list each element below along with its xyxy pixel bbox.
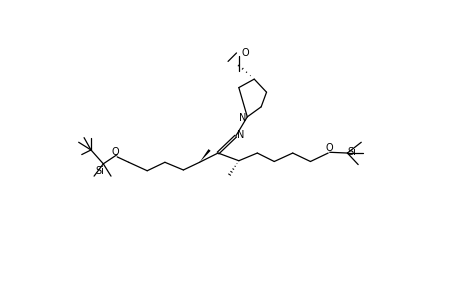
Text: O: O [325,143,332,153]
Text: Si: Si [347,147,356,157]
Text: N: N [237,130,244,140]
Text: O: O [112,147,119,157]
Text: O: O [241,48,248,58]
Polygon shape [199,149,210,162]
Text: Si: Si [95,166,105,176]
Text: N: N [239,112,246,123]
